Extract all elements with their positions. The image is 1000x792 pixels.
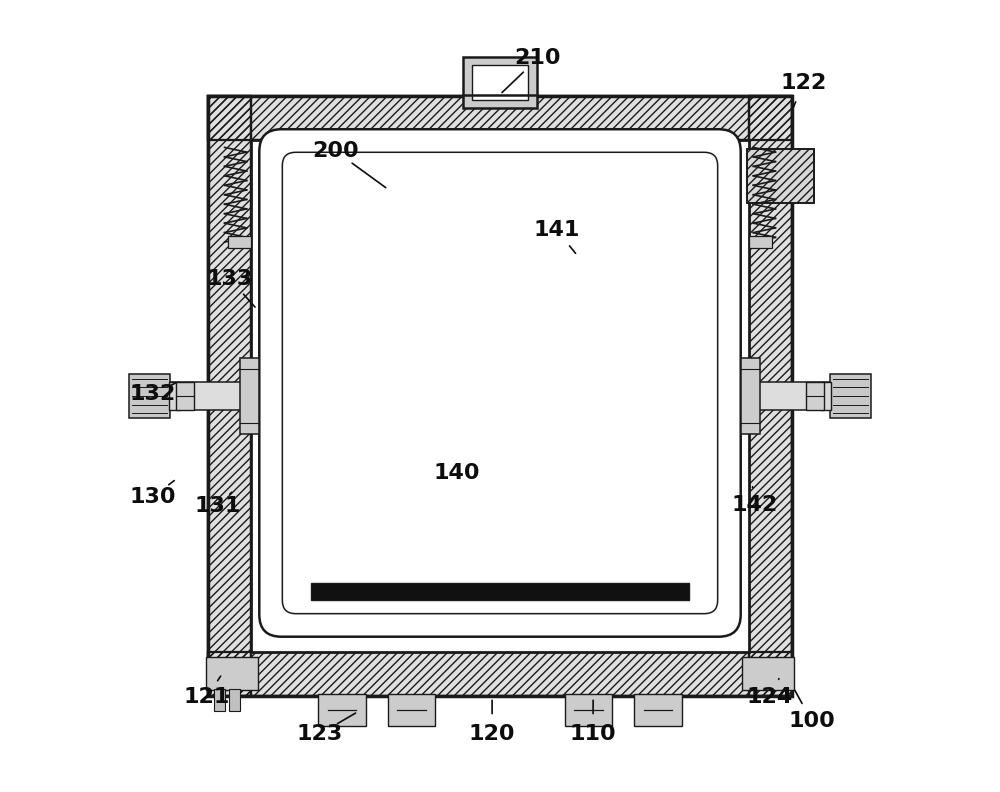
- FancyBboxPatch shape: [282, 152, 718, 614]
- Bar: [749, 96, 792, 696]
- Bar: [208, 653, 792, 696]
- Text: 133: 133: [207, 269, 253, 289]
- Text: 110: 110: [570, 724, 616, 744]
- Bar: [742, 657, 794, 691]
- Bar: [820, 382, 831, 410]
- Bar: [747, 149, 814, 203]
- Bar: [806, 382, 824, 410]
- Text: 142: 142: [731, 495, 777, 515]
- Bar: [208, 653, 792, 696]
- Bar: [176, 382, 194, 410]
- Text: 140: 140: [433, 463, 480, 483]
- Text: 124: 124: [747, 687, 793, 707]
- Bar: [388, 695, 435, 726]
- Bar: [747, 149, 814, 203]
- Bar: [228, 236, 251, 249]
- Bar: [169, 382, 180, 410]
- Bar: [240, 358, 259, 434]
- Bar: [745, 382, 831, 410]
- Bar: [208, 96, 251, 696]
- Bar: [169, 382, 255, 410]
- Text: 122: 122: [781, 74, 827, 93]
- Bar: [229, 689, 240, 711]
- Bar: [741, 358, 760, 434]
- Bar: [634, 695, 682, 726]
- FancyBboxPatch shape: [259, 129, 741, 637]
- Text: 131: 131: [194, 497, 241, 516]
- Bar: [318, 695, 366, 726]
- Text: 123: 123: [297, 724, 343, 744]
- Bar: [206, 657, 258, 691]
- Bar: [208, 96, 251, 696]
- Bar: [749, 236, 772, 249]
- Bar: [251, 139, 749, 653]
- Bar: [463, 57, 537, 108]
- Text: 210: 210: [515, 48, 561, 68]
- Text: 120: 120: [469, 724, 515, 744]
- Bar: [311, 583, 689, 600]
- Bar: [749, 96, 792, 696]
- Bar: [129, 374, 170, 418]
- Bar: [214, 689, 225, 711]
- Text: 141: 141: [534, 220, 580, 240]
- Bar: [565, 695, 612, 726]
- Text: 100: 100: [788, 711, 835, 731]
- Text: 132: 132: [130, 384, 176, 405]
- Bar: [208, 96, 792, 139]
- Bar: [208, 96, 792, 139]
- Text: 121: 121: [183, 687, 230, 707]
- Text: 130: 130: [129, 487, 176, 507]
- Bar: [830, 374, 871, 418]
- Text: 200: 200: [313, 141, 359, 162]
- Bar: [208, 96, 792, 696]
- Bar: [472, 64, 528, 100]
